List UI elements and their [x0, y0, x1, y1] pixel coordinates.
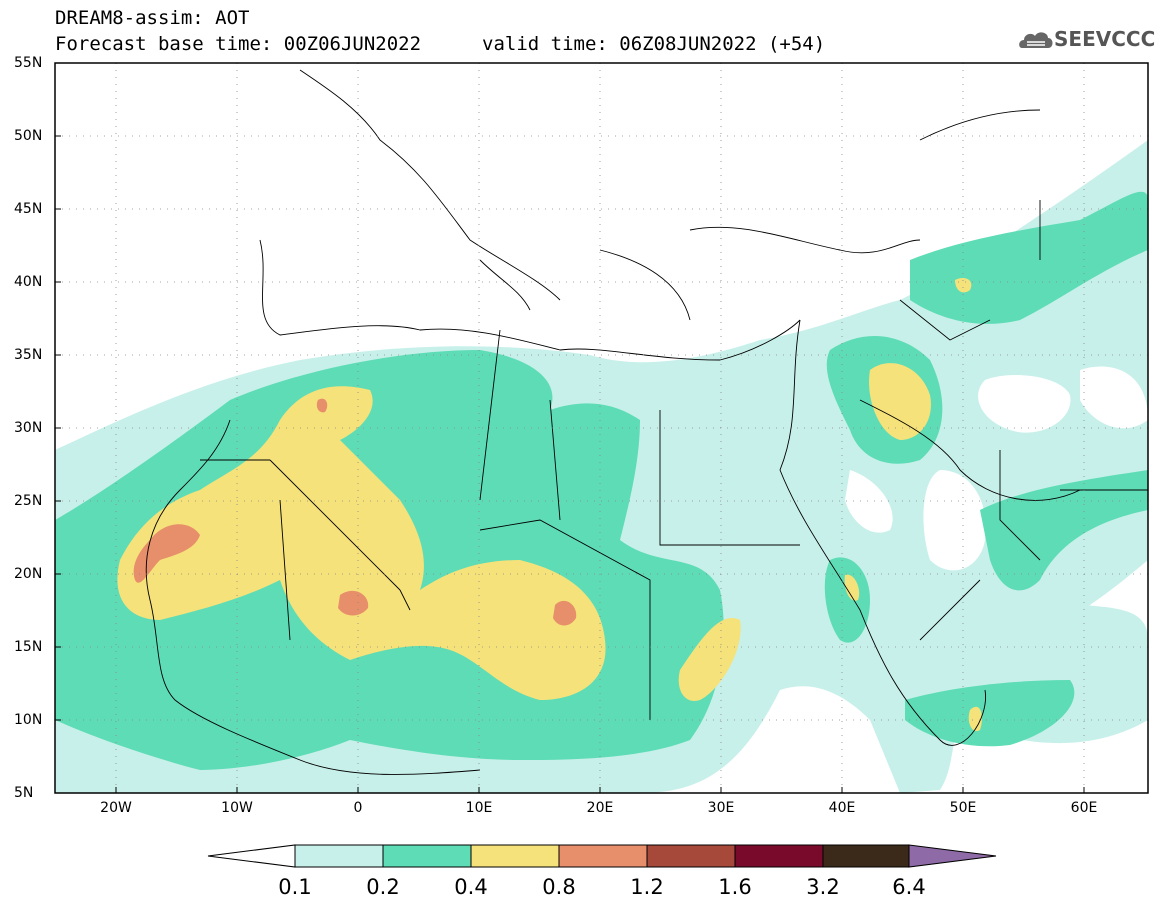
aot-level-0.8-chad: [553, 600, 577, 626]
lat-label: 5N: [14, 785, 34, 801]
colorbar: [207, 844, 997, 868]
aot-level-0.4-caspian: [955, 278, 972, 293]
colorbar-label: 0.1: [278, 875, 312, 899]
lat-label: 35N: [14, 347, 43, 363]
colorbar-bin-3: [470, 844, 560, 868]
lon-label: 10W: [221, 800, 253, 816]
aot-level-0.4-sudan: [678, 618, 741, 701]
aot-level-0.4: [117, 386, 606, 700]
colorbar-label: 1.2: [630, 875, 664, 899]
colorbar-bin-1: [294, 844, 384, 868]
colorbar-label: 3.2: [806, 875, 840, 899]
lat-label: 55N: [14, 55, 43, 71]
lat-label: 45N: [14, 201, 43, 217]
logo-text: SEEVCCC: [1054, 27, 1156, 51]
lat-label: 15N: [14, 639, 43, 655]
lon-label: 20W: [100, 800, 132, 816]
colorbar-bin-6: [734, 844, 824, 868]
colorbar-bin-7: [822, 844, 910, 868]
aot-level-0.2-somalia: [905, 680, 1075, 747]
colorbar-bin-4: [558, 844, 648, 868]
aot-contours: [55, 140, 1148, 793]
colorbar-bin-2: [382, 844, 472, 868]
aot-level-0.8: [133, 524, 200, 583]
colorbar-bin-5: [646, 844, 736, 868]
aot-level-0.4-horn: [968, 706, 982, 732]
aot-level-0.2-gulf: [980, 470, 1148, 591]
lon-label: 40E: [828, 800, 856, 816]
aot-level-0.4-redsea: [844, 574, 860, 601]
lon-label: 0: [353, 800, 363, 816]
colorbar-label: 6.4: [892, 875, 926, 899]
coastlines: [145, 69, 1148, 775]
lat-label: 50N: [14, 128, 43, 144]
aot-level-0.8-algeria: [316, 398, 328, 413]
aot-level-0.4-iraq: [869, 363, 931, 440]
colorbar-label: 0.8: [542, 875, 576, 899]
colorbar-label: 1.6: [718, 875, 752, 899]
lon-label: 50E: [949, 800, 977, 816]
lat-label: 30N: [14, 420, 43, 436]
lon-label: 30E: [707, 800, 735, 816]
cloud-icon: [1019, 32, 1053, 48]
lon-label: 10E: [465, 800, 493, 816]
colorbar-label: 0.4: [454, 875, 488, 899]
graticule: [55, 63, 1148, 793]
lat-label: 25N: [14, 493, 43, 509]
aot-level-0.8-mali: [338, 590, 369, 616]
colorbar-over-arrow: [908, 844, 997, 868]
axis-ticks: [55, 62, 1085, 793]
forecast-base-time: Forecast base time: 00Z06JUN2022: [55, 33, 422, 55]
colorbar-label: 0.2: [366, 875, 400, 899]
map-title: DREAM8-assim: AOT: [55, 7, 250, 29]
lon-label: 60E: [1070, 800, 1098, 816]
valid-time: valid time: 06Z08JUN2022 (+54): [482, 33, 826, 55]
aot-level-0.2-redsea: [824, 557, 870, 643]
aot-level-0.2-caspian: [910, 191, 1148, 324]
lon-label: 20E: [586, 800, 614, 816]
lat-label: 10N: [14, 712, 43, 728]
lat-label: 20N: [14, 566, 43, 582]
lat-label: 40N: [14, 274, 43, 290]
colorbar-under-arrow: [207, 844, 296, 868]
